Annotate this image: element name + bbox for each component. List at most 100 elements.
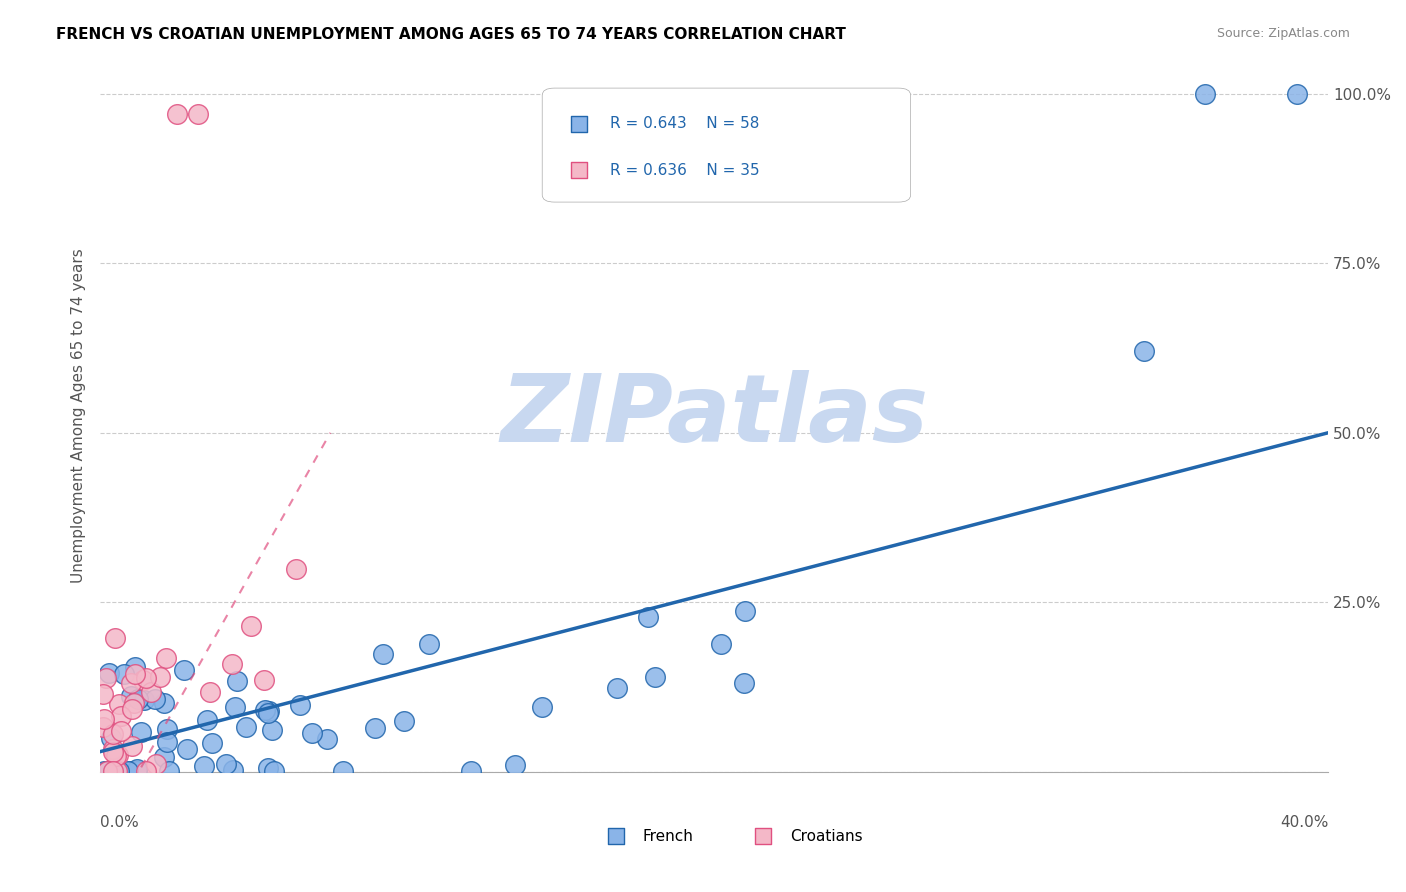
French [710,637,733,651]
French [733,675,755,690]
French [394,714,416,728]
Croatians [135,671,157,685]
French [418,637,440,651]
French [127,764,149,779]
Croatians [108,697,131,711]
Croatians [141,685,163,699]
Croatians [103,742,125,756]
French [143,692,166,706]
Croatians [91,720,114,734]
FancyBboxPatch shape [543,88,911,202]
French [257,706,280,720]
French [120,764,142,779]
Croatians [110,709,132,723]
French [132,693,155,707]
French [108,764,131,779]
Text: Source: ZipAtlas.com: Source: ZipAtlas.com [1216,27,1350,40]
French [316,732,339,747]
Croatians [240,619,263,633]
French [364,721,387,735]
French [156,734,179,748]
French [156,722,179,736]
French [201,735,224,749]
French [531,700,554,714]
Text: ZIPatlas: ZIPatlas [501,370,928,462]
Croatians [96,764,118,779]
Croatians [94,671,117,685]
Croatians [121,739,143,754]
Croatians [253,673,276,687]
Text: FRENCH VS CROATIAN UNEMPLOYMENT AMONG AGES 65 TO 74 YEARS CORRELATION CHART: FRENCH VS CROATIAN UNEMPLOYMENT AMONG AG… [56,27,846,42]
French [460,764,482,779]
Y-axis label: Unemployment Among Ages 65 to 74 years: Unemployment Among Ages 65 to 74 years [72,249,86,583]
Croatians [149,670,172,684]
French [152,696,174,710]
Point [1286,147,1309,161]
Croatians [132,673,155,688]
French [96,764,118,779]
French [93,764,115,779]
Croatians [101,764,124,779]
French [124,660,146,674]
French [606,681,628,696]
Croatians [104,748,127,763]
French [235,720,257,734]
Text: Croatians: Croatians [790,829,863,844]
French [373,647,395,661]
Croatians [107,747,129,762]
Point [1286,192,1309,206]
French [290,698,312,713]
Croatians [122,696,145,710]
Croatians [187,107,209,121]
French [120,689,142,703]
French [262,723,284,737]
French [112,667,135,681]
French [1194,87,1216,101]
French [1286,87,1309,101]
Croatians [110,723,132,738]
Croatians [155,651,177,665]
Text: R = 0.636    N = 35: R = 0.636 N = 35 [610,162,759,178]
French [195,713,218,727]
Croatians [120,675,142,690]
French [129,724,152,739]
Croatians [93,712,115,726]
French [503,757,526,772]
French [215,757,238,772]
Croatians [105,764,128,779]
French [734,604,756,618]
French [157,764,180,779]
French [332,764,354,779]
French [176,742,198,756]
Croatians [101,745,124,759]
Croatians [91,687,114,701]
Croatians [166,107,188,121]
French [101,764,124,779]
Text: French: French [643,829,693,844]
Croatians [124,667,146,681]
French [97,666,120,681]
Croatians [121,702,143,716]
Croatians [104,632,127,646]
Croatians [145,757,167,772]
French [644,670,666,684]
Text: R = 0.643    N = 58: R = 0.643 N = 58 [610,116,759,131]
Croatians [101,727,124,741]
Croatians [221,657,243,671]
French [259,704,281,718]
Text: 0.0%: 0.0% [100,814,139,830]
French [224,699,246,714]
French [226,674,249,689]
Croatians [135,764,157,778]
French [254,703,277,717]
Croatians [284,562,307,576]
Point [1378,826,1400,840]
French [257,761,280,775]
Croatians [198,685,221,699]
Text: 40.0%: 40.0% [1279,814,1329,830]
French [127,762,149,776]
French [173,663,195,677]
French [152,750,174,764]
French [193,759,215,773]
French [1133,344,1156,359]
